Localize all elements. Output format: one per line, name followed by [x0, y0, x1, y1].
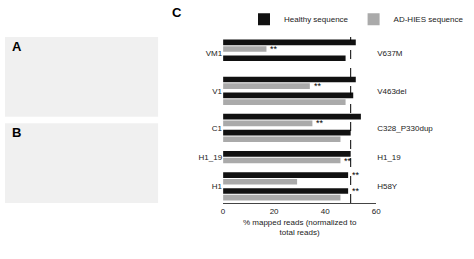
svg-text:H1_19: H1_19 [377, 153, 401, 162]
svg-text:20: 20 [270, 207, 279, 216]
svg-text:C328_P330dup: C328_P330dup [377, 124, 433, 133]
svg-text:V637M: V637M [377, 49, 403, 58]
svg-text:A: A [12, 39, 22, 54]
svg-text:H1_19: H1_19 [199, 153, 223, 162]
svg-text:**: ** [344, 156, 352, 166]
svg-text:**: ** [316, 118, 324, 128]
svg-text:60: 60 [372, 207, 381, 216]
svg-text:C: C [172, 5, 182, 20]
svg-text:**: ** [314, 81, 322, 91]
svg-text:% mapped reads (normalized tot: % mapped reads (normalized tototal reads… [243, 218, 357, 237]
svg-text:0: 0 [221, 207, 226, 216]
svg-text:B: B [12, 125, 21, 140]
svg-text:**: ** [270, 44, 278, 54]
svg-text:**: ** [352, 170, 360, 180]
svg-text:C1: C1 [212, 124, 223, 133]
svg-text:Healthy sequence: Healthy sequence [284, 15, 349, 24]
svg-text:VM1: VM1 [206, 49, 223, 58]
svg-text:H1: H1 [212, 182, 223, 191]
svg-text:AD-HIES sequence: AD-HIES sequence [394, 15, 464, 24]
svg-text:V1: V1 [212, 87, 222, 96]
svg-text:**: ** [352, 186, 360, 196]
svg-text:H58Y: H58Y [377, 182, 398, 191]
svg-text:40: 40 [321, 207, 330, 216]
svg-text:V463del: V463del [377, 87, 407, 96]
